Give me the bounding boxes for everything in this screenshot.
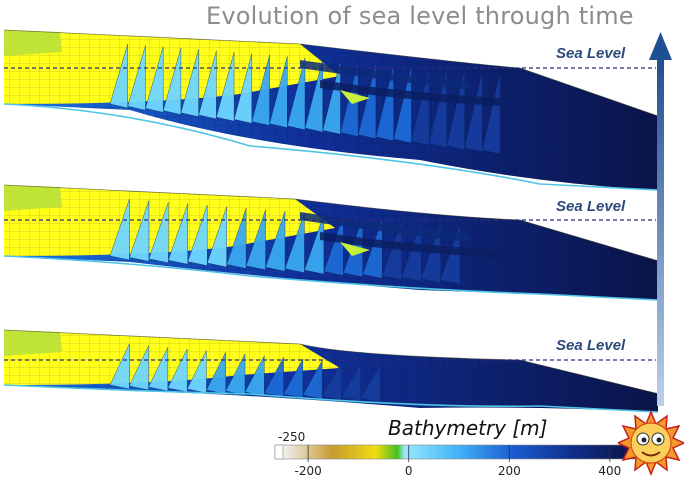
colorbar-tick-label: 200 <box>497 464 521 478</box>
colorbar-tick-label: 400 <box>598 464 622 478</box>
cross-section-panel-bottom <box>3 329 659 413</box>
colorbar <box>274 444 636 460</box>
colorbar-min-label: -250 <box>278 430 306 444</box>
cross-section-panel-middle <box>3 184 659 301</box>
colorbar-title: Bathymetry [m] <box>388 416 548 440</box>
sea-level-label-top: Sea Level <box>556 45 626 62</box>
sun-mascot-icon <box>618 410 684 476</box>
cross-section-panel-top <box>3 29 659 191</box>
sea-level-label-middle: Sea Level <box>556 198 626 215</box>
colorbar-tick-label: -200 <box>294 464 322 478</box>
sea-level-label-bottom: Sea Level <box>556 337 626 354</box>
time-arrow <box>649 32 672 406</box>
colorbar-tick-label: 0 <box>404 464 413 478</box>
figure-title: Evolution of sea level through time <box>206 2 634 30</box>
